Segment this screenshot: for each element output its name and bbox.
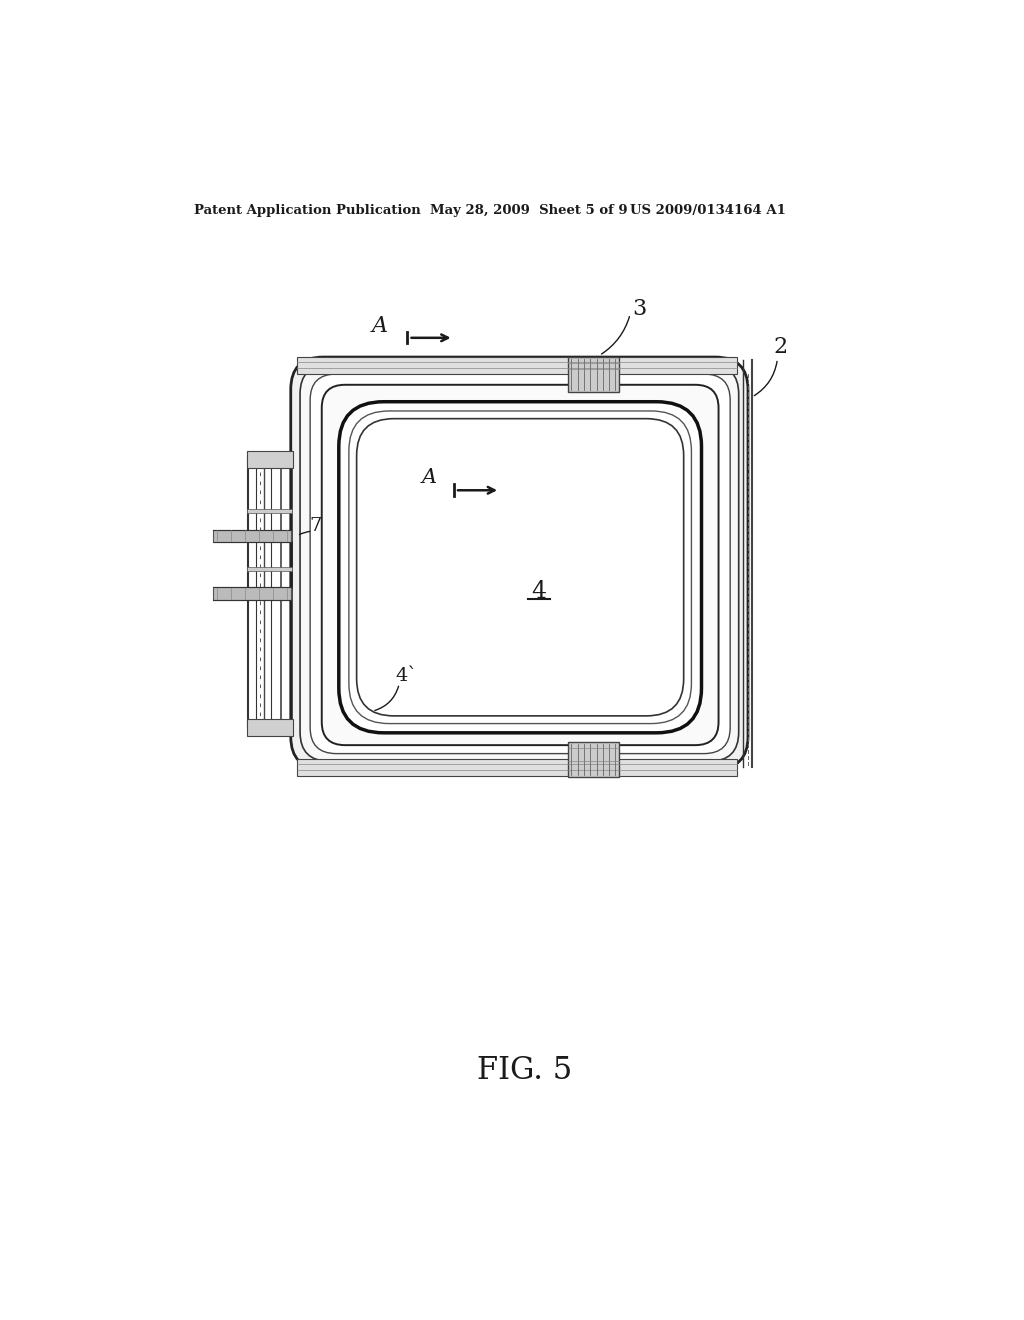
Text: 3: 3 [633,297,646,319]
FancyBboxPatch shape [339,401,701,733]
FancyBboxPatch shape [291,358,748,770]
Text: 4`: 4` [396,667,418,685]
Text: FIG. 5: FIG. 5 [477,1056,572,1086]
Text: A: A [372,315,388,338]
Bar [213,529,291,541]
Text: Patent Application Publication: Patent Application Publication [194,205,421,218]
Bar [568,742,618,776]
Text: US 2009/0134164 A1: US 2009/0134164 A1 [630,205,786,218]
FancyBboxPatch shape [310,374,730,754]
FancyBboxPatch shape [322,385,719,744]
Text: 7: 7 [309,517,322,536]
Bar [213,587,291,599]
Bar [568,358,618,392]
Text: A: A [421,469,436,487]
Text: May 28, 2009  Sheet 5 of 9: May 28, 2009 Sheet 5 of 9 [430,205,628,218]
FancyBboxPatch shape [300,364,738,762]
FancyBboxPatch shape [356,418,684,715]
Bar [247,451,293,469]
Bar [247,508,292,513]
Bar [297,759,737,776]
Bar [247,566,292,572]
Bar [297,358,737,374]
Bar [247,719,293,737]
Text: 4: 4 [531,579,547,603]
Text: 2: 2 [773,337,787,358]
